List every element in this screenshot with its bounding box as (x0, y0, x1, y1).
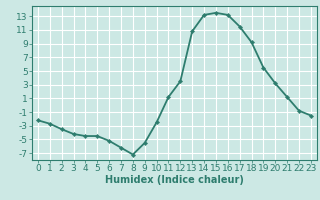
X-axis label: Humidex (Indice chaleur): Humidex (Indice chaleur) (105, 175, 244, 185)
